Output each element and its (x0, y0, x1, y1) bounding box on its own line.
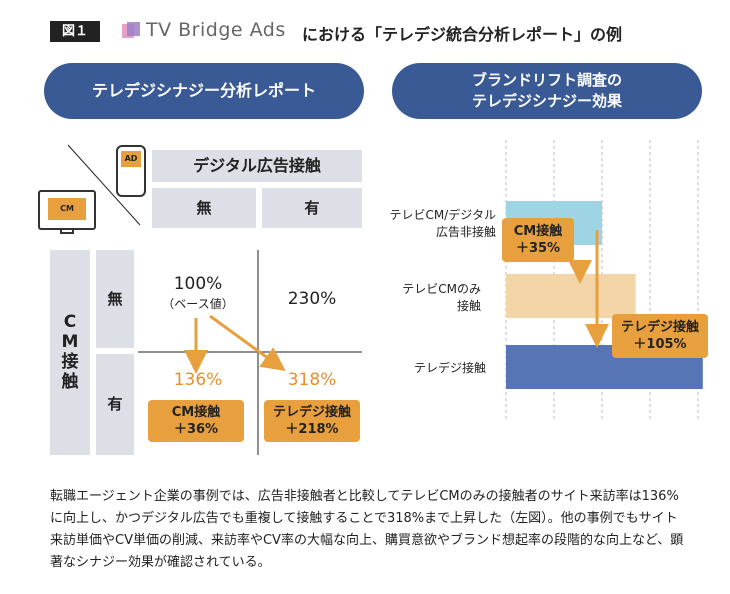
cm-box-line2: ＋36% (173, 422, 219, 437)
label-cm-only-line1: テレビCMのみ (402, 282, 481, 296)
cm-icon-label: CM (48, 198, 86, 220)
ad-icon-label: AD (121, 151, 141, 167)
base-value: 100% (173, 274, 223, 294)
right-box2-line2: ＋105% (633, 337, 687, 352)
label-cm-only-line2: 接触 (456, 299, 481, 313)
tv-stand (60, 230, 74, 234)
right-box2-line1: テレデジ接触 (620, 320, 699, 335)
label-tele-contact: テレデジ接触 (376, 360, 486, 377)
left-panel-title: テレデジシナジー分析レポート (44, 63, 364, 119)
right-panel-title-line1: ブランドリフト調査の (471, 71, 622, 89)
cm-contact-header: C M 接 触 (50, 250, 90, 455)
both-value: 318% (287, 370, 337, 390)
cm-header-char-4: 触 (61, 372, 79, 392)
base-value-note: （ベース値） (162, 297, 234, 311)
cm-row-none: 無 (96, 250, 134, 348)
cm-contact-lift-box: CM接触 ＋36% (148, 400, 244, 442)
right-cm-lift-box: CM接触 ＋35% (502, 218, 574, 262)
label-no-contact-line1: テレビCM/デジタル (389, 208, 496, 222)
cm-row-yes: 有 (96, 354, 134, 455)
tele-box-line1: テレデジ接触 (272, 405, 351, 420)
cm-header-char-2: M (61, 332, 79, 352)
tele-box-line2: ＋218% (285, 422, 339, 437)
right-box1-line2: ＋35% (515, 241, 561, 256)
cm-box-line1: CM接触 (171, 405, 221, 420)
page-title: における「テレデジ統合分析レポート」の例 (302, 25, 623, 44)
label-tele-contact-line1: テレデジ接触 (413, 361, 486, 375)
cm-header-char-3: 接 (61, 352, 79, 372)
cm-header-char-1: C (63, 312, 77, 332)
brand-name: TV Bridge Ads (146, 19, 286, 41)
right-panel-title: ブランドリフト調査の テレデジシナジー効果 (392, 63, 702, 119)
chart-bar (506, 274, 636, 318)
right-box1-line1: CM接触 (513, 224, 563, 239)
label-cm-only: テレビCMのみ 接触 (376, 281, 481, 315)
cm-only-value: 136% (173, 370, 223, 390)
caption-text: 転職エージェント企業の事例では、広告非接触者と比較してテレビCMのみの接触者のサ… (50, 489, 684, 570)
figure-label: 図１ (50, 21, 100, 42)
tele-contact-lift-box: テレデジ接触 ＋218% (264, 400, 360, 442)
label-no-contact-line2: 広告非接触 (435, 225, 496, 239)
digital-col-yes: 有 (262, 188, 362, 228)
tv-icon: CM (38, 190, 96, 230)
corner-diagonal (67, 144, 141, 226)
matrix-corner (67, 144, 141, 226)
smartphone-icon: AD (116, 145, 146, 197)
tv-bridge-logo-icon (122, 22, 140, 38)
right-panel-title-line2: テレデジシナジー効果 (471, 92, 622, 110)
right-tele-lift-box: テレデジ接触 ＋105% (612, 314, 708, 358)
digital-ad-contact-header: デジタル広告接触 (152, 150, 362, 182)
label-no-contact: テレビCM/デジタル 広告非接触 (376, 207, 496, 241)
digital-col-none: 無 (152, 188, 256, 228)
digital-only-value: 230% (287, 289, 337, 309)
